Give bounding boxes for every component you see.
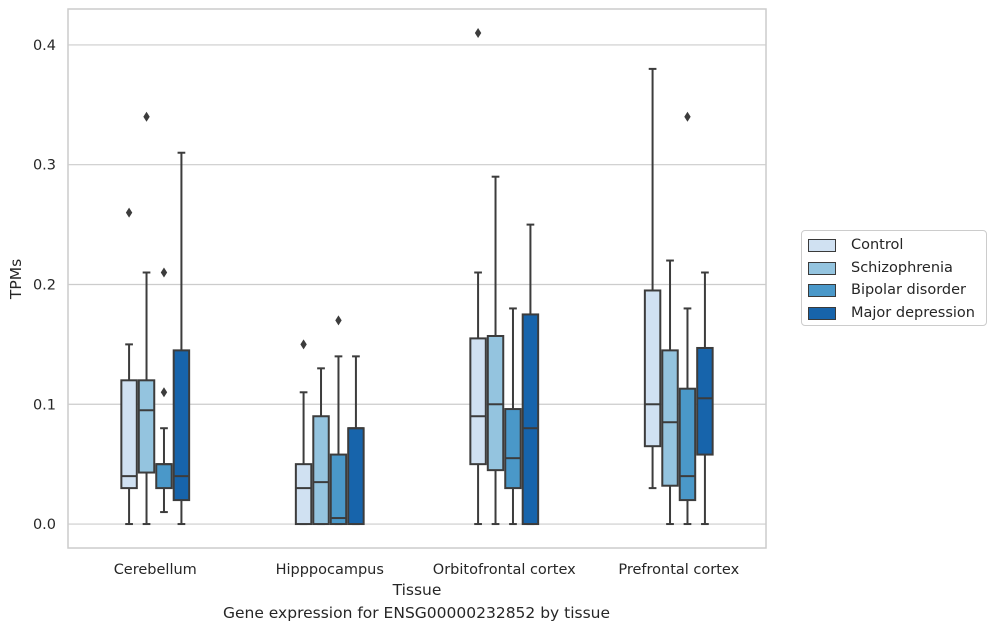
- figure-caption: Gene expression for ENSG00000232852 by t…: [222, 604, 611, 622]
- outlier-point: [143, 111, 150, 122]
- box-iqr: [643, 289, 662, 448]
- legend-item-schizophrenia: Schizophrenia: [808, 258, 953, 278]
- box-iqr: [678, 387, 697, 502]
- box-schizophrenia: [486, 175, 505, 526]
- box-iqr: [294, 463, 313, 526]
- outlier-point: [300, 339, 307, 350]
- y-tick-label: 0.4: [33, 38, 56, 54]
- box-plot-boxes: [120, 27, 714, 526]
- box-iqr: [329, 453, 348, 526]
- x-tick-label: Prefrontal cortex: [618, 562, 739, 578]
- box-iqr: [155, 463, 173, 490]
- outlier-point: [160, 387, 168, 398]
- legend-label: Control: [851, 237, 904, 253]
- x-tick-label: Orbitofrontal cortex: [433, 562, 576, 578]
- box-control: [120, 207, 138, 526]
- box-bipolar-disorder: [329, 315, 348, 526]
- y-tick-label: 0.1: [33, 397, 56, 413]
- box-iqr: [521, 313, 540, 526]
- box-schizophrenia: [661, 259, 679, 526]
- legend-swatch-bipolar-disorder: [808, 283, 836, 297]
- legend-swatch-major-depression: [808, 306, 836, 320]
- y-axis-label: TPMs: [7, 259, 25, 300]
- legend-swatch-control: [808, 238, 836, 252]
- box-control: [643, 67, 662, 490]
- x-tick-label: Hipppocampus: [276, 562, 384, 578]
- box-iqr: [469, 337, 487, 466]
- y-tick-label: 0.0: [33, 517, 56, 533]
- outlier-point: [160, 267, 168, 278]
- box-iqr: [172, 349, 191, 502]
- box-control: [294, 339, 313, 526]
- x-tick-label: Cerebellum: [114, 562, 197, 578]
- box-bipolar-disorder: [155, 267, 173, 514]
- x-axis-label: Tissue: [392, 581, 442, 599]
- box-iqr: [347, 427, 365, 526]
- legend-label: Schizophrenia: [851, 260, 953, 276]
- outlier-point: [684, 111, 691, 122]
- axis-tick-labels: 0.0 0.1 0.2 0.3 0.4 Cerebellum Hipppocampus Orb…: [33, 38, 740, 578]
- outlier-point: [125, 207, 133, 218]
- legend-item-bipolar-disorder: Bipolar disorder: [808, 280, 966, 300]
- box-schizophrenia: [137, 111, 156, 526]
- box-major-depression: [347, 355, 365, 526]
- y-tick-label: 0.2: [33, 277, 56, 293]
- plot-area-frame: [67, 8, 767, 549]
- box-iqr: [312, 415, 330, 526]
- box-control: [469, 27, 487, 526]
- legend: Control Schizophrenia Bipolar disorder M…: [801, 230, 987, 326]
- box-major-depression: [521, 223, 540, 526]
- y-tick-label: 0.3: [33, 158, 56, 174]
- legend-label: Bipolar disorder: [851, 282, 966, 298]
- legend-item-major-depression: Major depression: [808, 303, 975, 323]
- box-major-depression: [172, 151, 191, 526]
- box-bipolar-disorder: [504, 307, 522, 526]
- outlier-point: [335, 315, 342, 326]
- box-iqr: [120, 379, 138, 490]
- box-iqr: [661, 349, 679, 487]
- legend-swatch-schizophrenia: [808, 261, 836, 275]
- box-bipolar-disorder: [678, 111, 697, 526]
- box-major-depression: [696, 271, 714, 526]
- box-schizophrenia: [312, 367, 330, 526]
- legend-item-control: Control: [808, 235, 903, 255]
- box-iqr: [486, 334, 505, 472]
- box-iqr: [137, 379, 156, 474]
- box-iqr: [504, 408, 522, 490]
- legend-label: Major depression: [851, 305, 975, 321]
- box-iqr: [696, 346, 714, 456]
- outlier-point: [474, 27, 482, 38]
